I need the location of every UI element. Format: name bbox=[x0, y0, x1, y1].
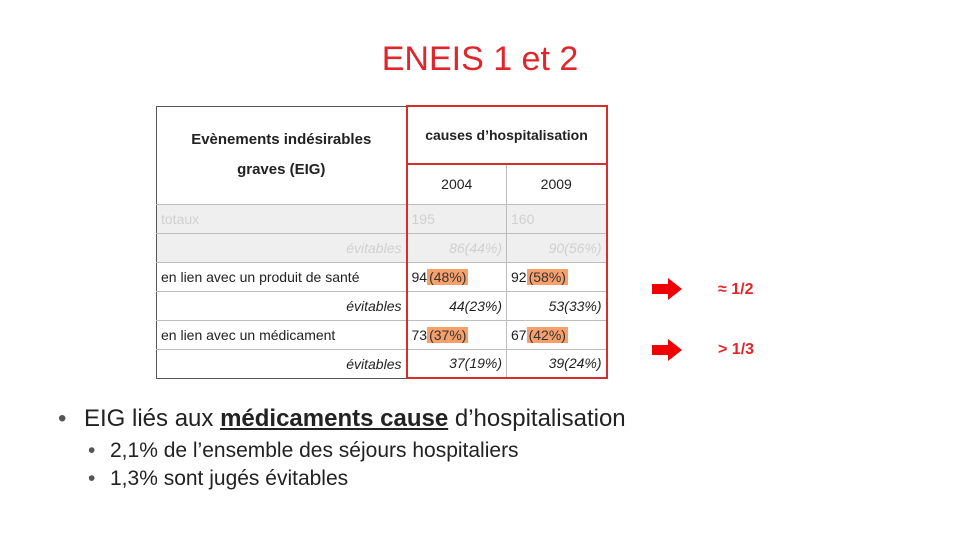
highlight-percent: (42%) bbox=[526, 326, 568, 343]
bullet-sub-2: 1,3% sont jugés évitables bbox=[88, 467, 626, 491]
cell-2009-evitable: 39(24%) bbox=[506, 348, 608, 379]
arrow-right-icon bbox=[652, 339, 682, 361]
row-label: en lien avec un médicament bbox=[156, 319, 407, 350]
header-causes: causes d’hospitalisation bbox=[405, 105, 608, 165]
header-eig-line1: Evènements indésirables bbox=[191, 131, 372, 148]
cell-2009: 67 (42%) bbox=[506, 319, 608, 350]
table-row: en lien avec un médicament 73 (37%) 67 (42… bbox=[156, 319, 608, 350]
note-half: ≈ 1/2 bbox=[718, 281, 754, 298]
bullet-main-pre: EIG liés aux bbox=[84, 405, 221, 432]
bullet-list: EIG liés aux médicaments cause d’hospita… bbox=[58, 405, 626, 495]
eig-table: Evènements indésirables graves (EIG) cau… bbox=[156, 105, 608, 379]
cell-2004-evitable: 37(19%) bbox=[405, 348, 507, 379]
row-label: totaux bbox=[156, 203, 407, 234]
cell-2009: 92 (58%) bbox=[506, 261, 608, 292]
header-eig: Evènements indésirables graves (EIG) bbox=[156, 105, 407, 205]
value: 73 bbox=[411, 326, 428, 343]
row-sublabel: évitables bbox=[156, 290, 407, 321]
bullet-sub-1: 2,1% de l’ensemble des séjours hospitali… bbox=[88, 439, 626, 463]
table-row: en lien avec un produit de santé 94 (48%)… bbox=[156, 261, 608, 292]
cell-2009-evitable: 53(33%) bbox=[506, 290, 608, 321]
header-eig-line2: graves (EIG) bbox=[237, 161, 326, 178]
header-year-2009: 2009 bbox=[506, 163, 608, 205]
cell-2004-evitable: 44(23%) bbox=[405, 290, 507, 321]
header-year-2004: 2004 bbox=[405, 163, 507, 205]
value: 94 bbox=[411, 268, 428, 285]
bullet-main-post: d’hospitalisation bbox=[448, 405, 626, 432]
row-sublabel: évitables bbox=[156, 348, 407, 379]
highlight-percent: (48%) bbox=[427, 268, 469, 285]
cell-2009-evitable: 90(56%) bbox=[506, 232, 608, 263]
bullet-main: EIG liés aux médicaments cause d’hospita… bbox=[58, 405, 626, 433]
cell-2004: 195 bbox=[405, 203, 507, 234]
table-row: évitables 86(44%) 90(56%) bbox=[156, 232, 608, 263]
table-row: évitables 37(19%) 39(24%) bbox=[156, 348, 608, 379]
highlight-percent: (58%) bbox=[526, 268, 568, 285]
highlight-percent: (37%) bbox=[427, 326, 469, 343]
table-row: totaux 195 160 bbox=[156, 203, 608, 234]
cell-2004-evitable: 86(44%) bbox=[405, 232, 507, 263]
value: 92 bbox=[511, 268, 527, 285]
note-third: > 1/3 bbox=[718, 341, 755, 358]
row-label: en lien avec un produit de santé bbox=[156, 261, 407, 292]
cell-2009: 160 bbox=[506, 203, 608, 234]
arrow-right-icon bbox=[652, 278, 682, 300]
slide-title: ENEIS 1 et 2 bbox=[381, 40, 579, 78]
cell-2004: 73 (37%) bbox=[405, 319, 507, 350]
cell-2004: 94 (48%) bbox=[405, 261, 507, 292]
bullet-main-emphasis: médicaments cause bbox=[220, 405, 449, 432]
row-sublabel: évitables bbox=[156, 232, 407, 263]
value: 67 bbox=[511, 326, 527, 343]
table-row: évitables 44(23%) 53(33%) bbox=[156, 290, 608, 321]
